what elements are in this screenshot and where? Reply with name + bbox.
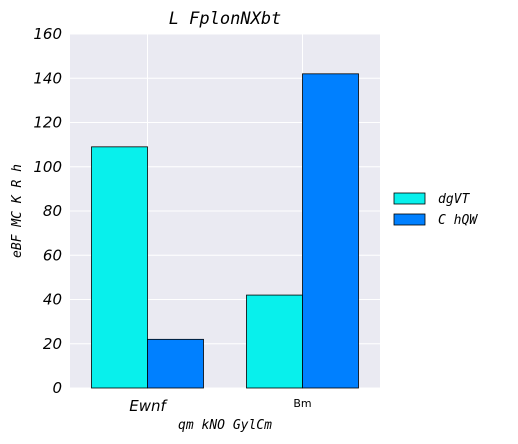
legend-swatch [393, 213, 426, 226]
x-axis-label: qm kNO GylCm [178, 418, 272, 433]
y-tick-label: 0 [52, 379, 62, 397]
y-axis-label: eBF MC K R h [10, 164, 25, 258]
y-tick-label: 80 [43, 202, 62, 220]
legend-swatch [393, 192, 426, 205]
bar-1-0 [147, 338, 204, 389]
y-tick-label: 140 [33, 69, 62, 87]
bars [91, 73, 359, 389]
x-tick-label: Bm [293, 397, 311, 410]
y-tick-label: 20 [43, 335, 62, 353]
y-tick-label: 160 [33, 25, 62, 43]
bar-0-0 [91, 146, 148, 389]
y-tick-label: 60 [43, 246, 62, 264]
bar-0-1 [246, 294, 303, 389]
y-tick-label: 40 [43, 291, 62, 309]
x-tick-labels: Ewnf Bm [129, 397, 311, 415]
legend-label: C hQW [438, 213, 478, 228]
y-tick-labels: 0 20 40 60 80 100 120 140 160 [33, 25, 62, 397]
legend: dgVT C hQW [393, 192, 478, 228]
legend-label: dgVT [438, 192, 470, 207]
y-tick-label: 100 [33, 158, 62, 176]
y-tick-label: 120 [33, 114, 62, 132]
bar-1-1 [302, 73, 359, 389]
x-tick-label: Ewnf [129, 397, 168, 415]
chart-title: L FplonNXbt [169, 9, 282, 29]
